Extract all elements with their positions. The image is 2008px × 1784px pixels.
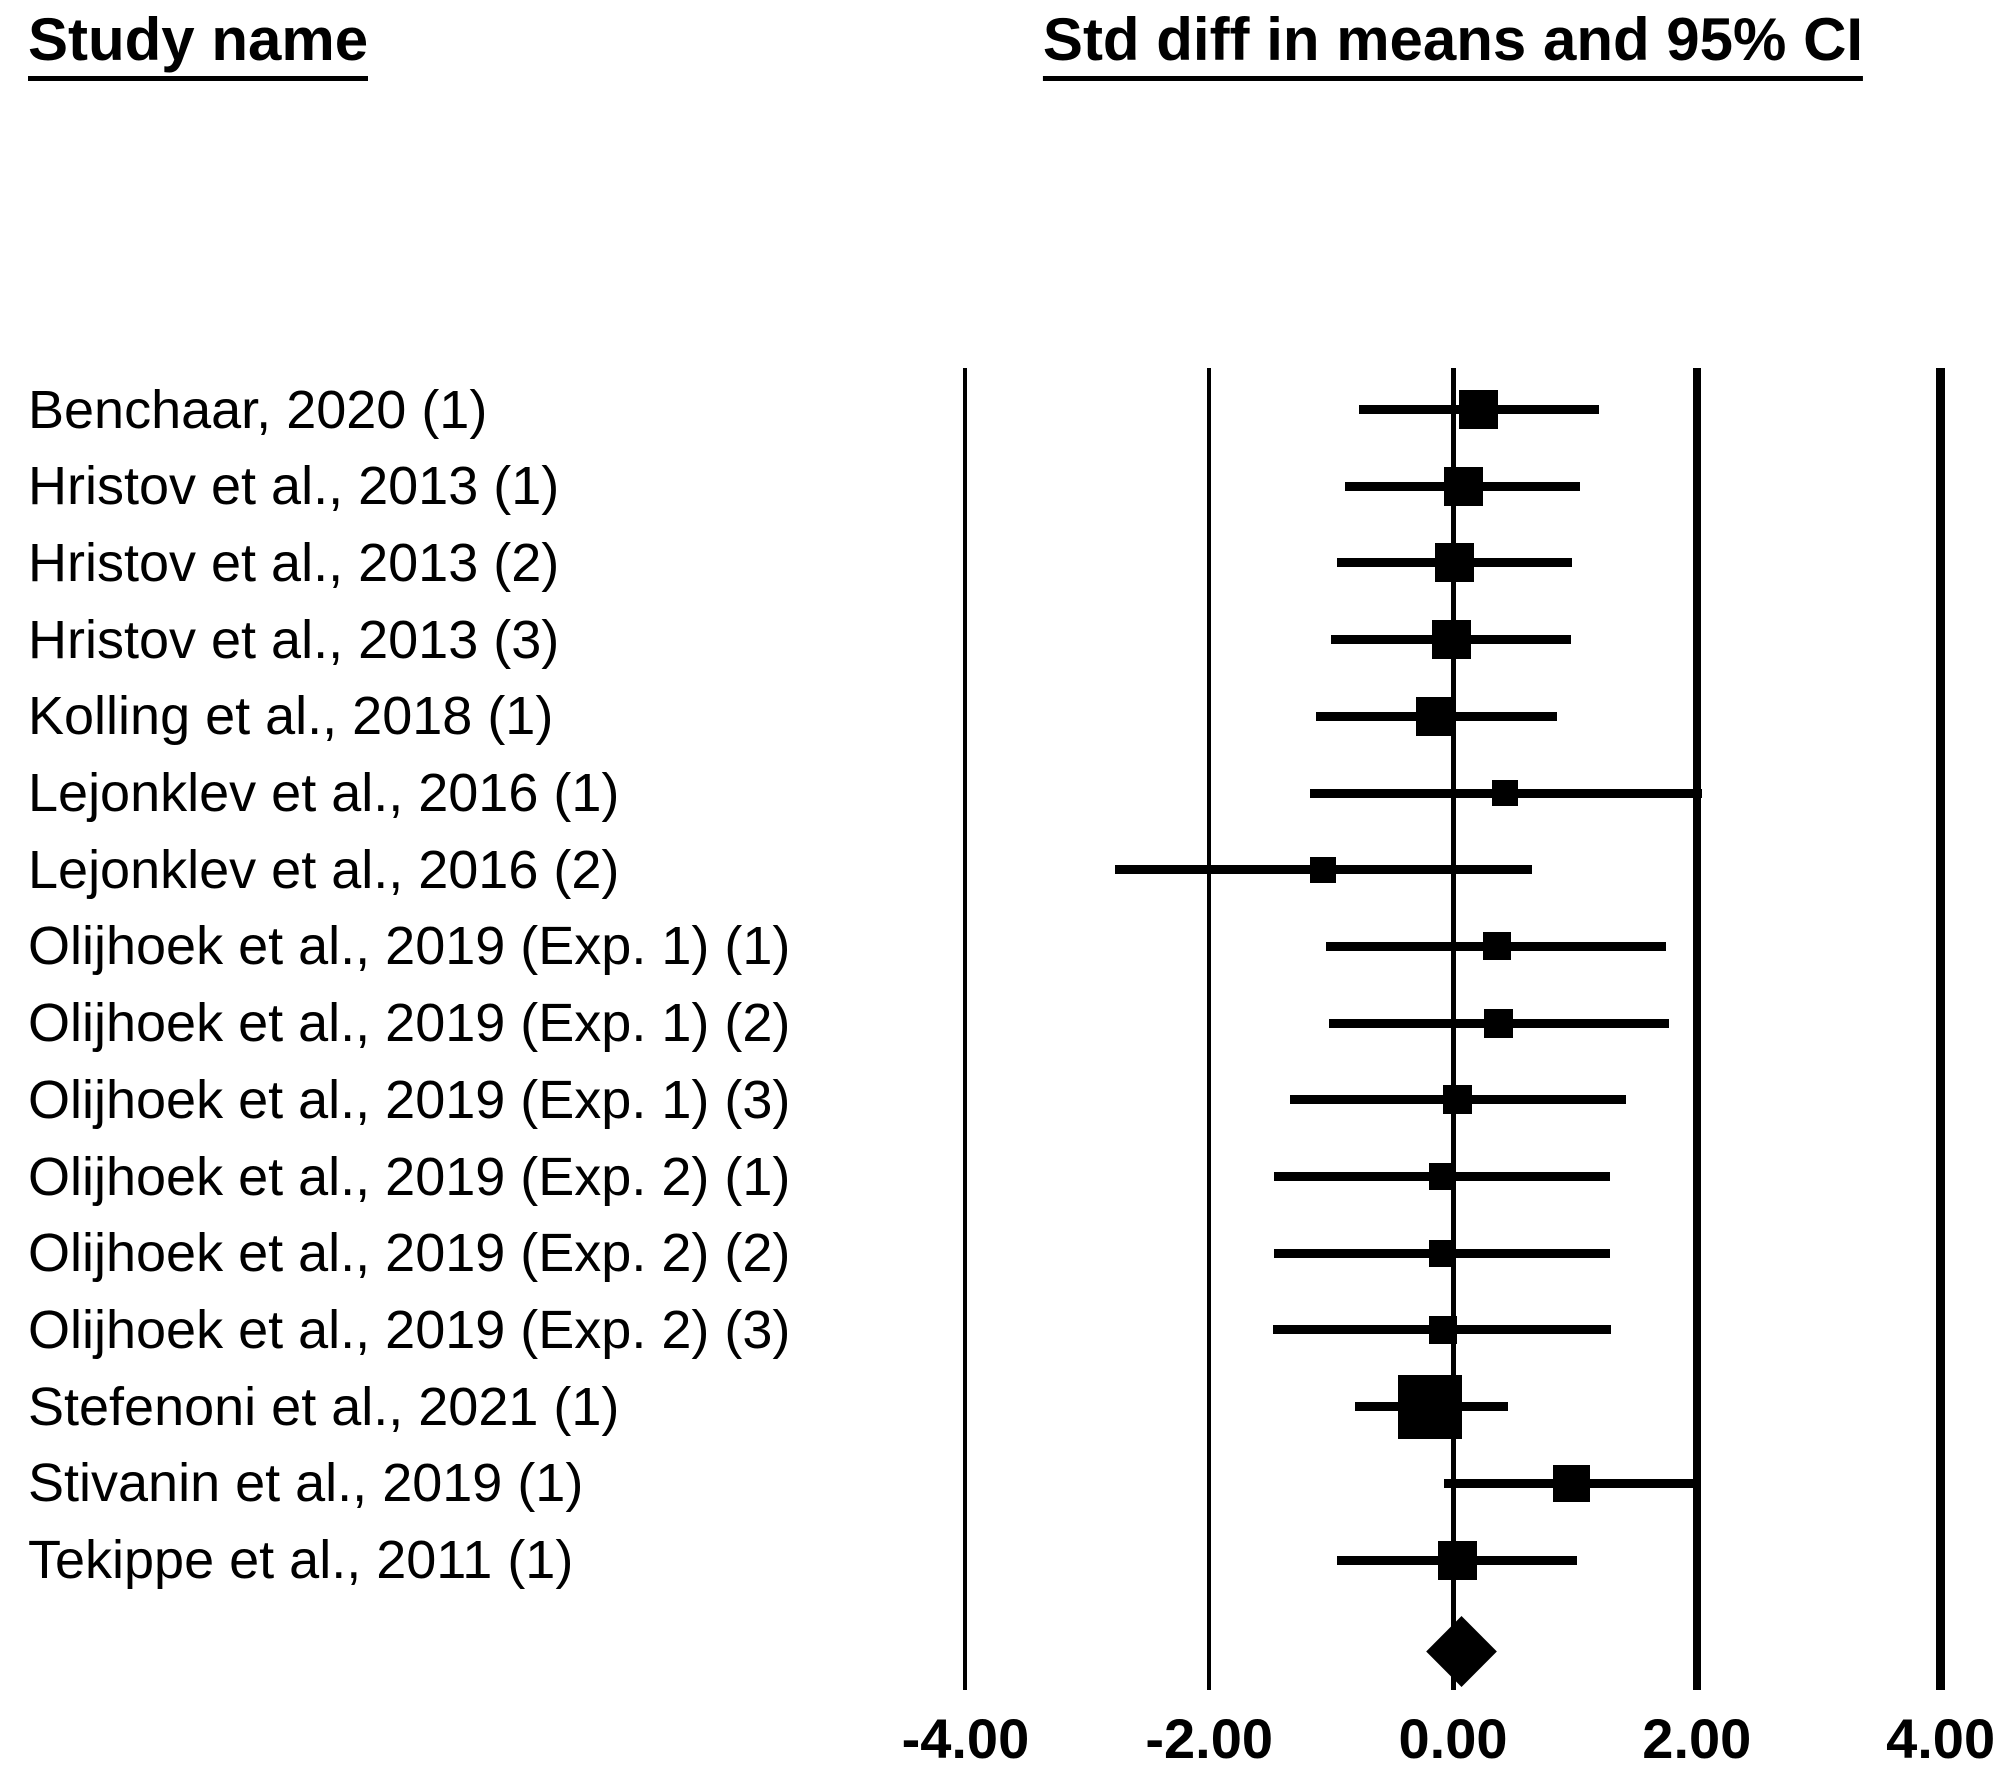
effect-square xyxy=(1482,932,1511,961)
gridline-0.00 xyxy=(1450,368,1456,1690)
axis-tick-label: 0.00 xyxy=(1398,1707,1508,1770)
axis-tick-label: -2.00 xyxy=(1145,1707,1274,1770)
overall-diamond xyxy=(1426,1616,1497,1687)
study-label: Olijhoek et al., 2019 (Exp. 2) (1) xyxy=(28,1146,791,1207)
axis-tick-label: 4.00 xyxy=(1886,1707,1996,1770)
effect-square xyxy=(1492,780,1519,806)
study-label: Lejonklev et al., 2016 (2) xyxy=(28,839,620,900)
effect-square xyxy=(1309,856,1336,883)
study-label: Stivanin et al., 2019 (1) xyxy=(28,1453,584,1514)
effect-square xyxy=(1428,1163,1456,1190)
study-label: Lejonklev et al., 2016 (1) xyxy=(28,763,620,823)
axis-tick-label: -4.00 xyxy=(901,1707,1030,1770)
study-label: Tekippe et al., 2011 (1) xyxy=(28,1530,574,1590)
gridline-2.00 xyxy=(1692,368,1701,1690)
study-label: Hristov et al., 2013 (1) xyxy=(28,456,560,517)
effect-square xyxy=(1459,390,1499,429)
effect-square xyxy=(1434,543,1474,583)
effect-column-header: Std diff in means and 95% CI xyxy=(1042,10,1864,81)
effect-square xyxy=(1432,620,1472,660)
study-name-column-header: Study name xyxy=(28,10,369,81)
gridline--4.00 xyxy=(963,368,968,1690)
effect-square xyxy=(1397,1374,1462,1439)
gridline-4.00 xyxy=(1936,368,1946,1690)
study-label: Olijhoek et al., 2019 (Exp. 2) (3) xyxy=(28,1299,791,1360)
effect-square xyxy=(1438,1540,1478,1580)
study-label: Hristov et al., 2013 (3) xyxy=(28,609,560,670)
effect-square xyxy=(1416,696,1456,736)
study-label: Hristov et al., 2013 (2) xyxy=(28,532,560,593)
effect-square xyxy=(1483,1008,1513,1038)
study-label: Olijhoek et al., 2019 (Exp. 1) (1) xyxy=(28,916,791,977)
study-label: Olijhoek et al., 2019 (Exp. 1) (3) xyxy=(28,1069,791,1130)
study-label: Kolling et al., 2018 (1) xyxy=(28,686,554,747)
effect-square xyxy=(1428,1239,1456,1267)
study-label: Olijhoek et al., 2019 (Exp. 2) (2) xyxy=(28,1223,791,1284)
effect-square xyxy=(1444,466,1484,506)
gridline--2.00 xyxy=(1207,368,1212,1690)
study-label: Olijhoek et al., 2019 (Exp. 1) (2) xyxy=(28,993,791,1054)
axis-tick-label: 2.00 xyxy=(1642,1707,1752,1770)
study-label: Stefenoni et al., 2021 (1) xyxy=(28,1376,620,1437)
effect-square xyxy=(1443,1085,1473,1115)
study-label: Benchaar, 2020 (1) xyxy=(28,379,488,440)
effect-square xyxy=(1552,1464,1590,1502)
effect-square xyxy=(1429,1315,1458,1344)
